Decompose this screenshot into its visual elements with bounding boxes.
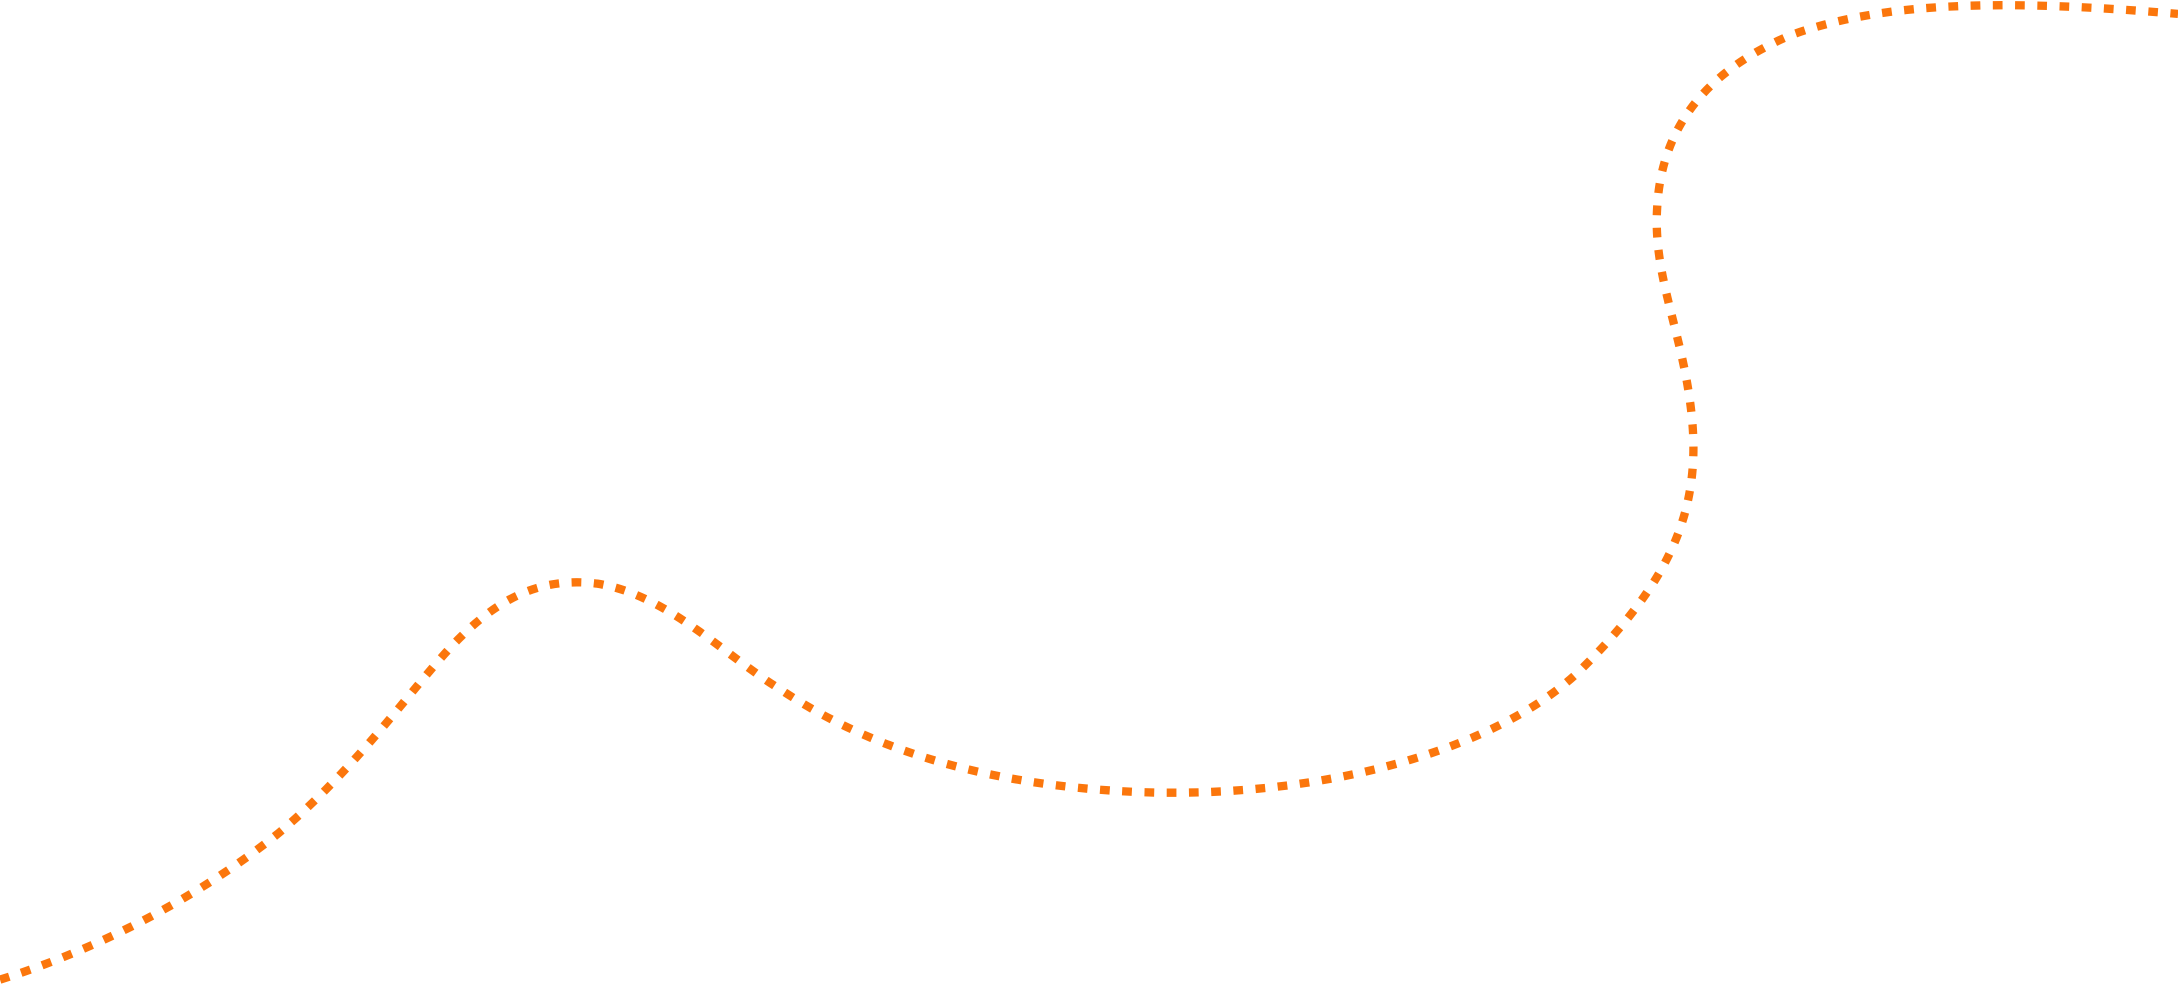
background bbox=[0, 1, 2178, 984]
page bbox=[0, 1, 2178, 984]
dotted-curve bbox=[0, 1, 2178, 984]
